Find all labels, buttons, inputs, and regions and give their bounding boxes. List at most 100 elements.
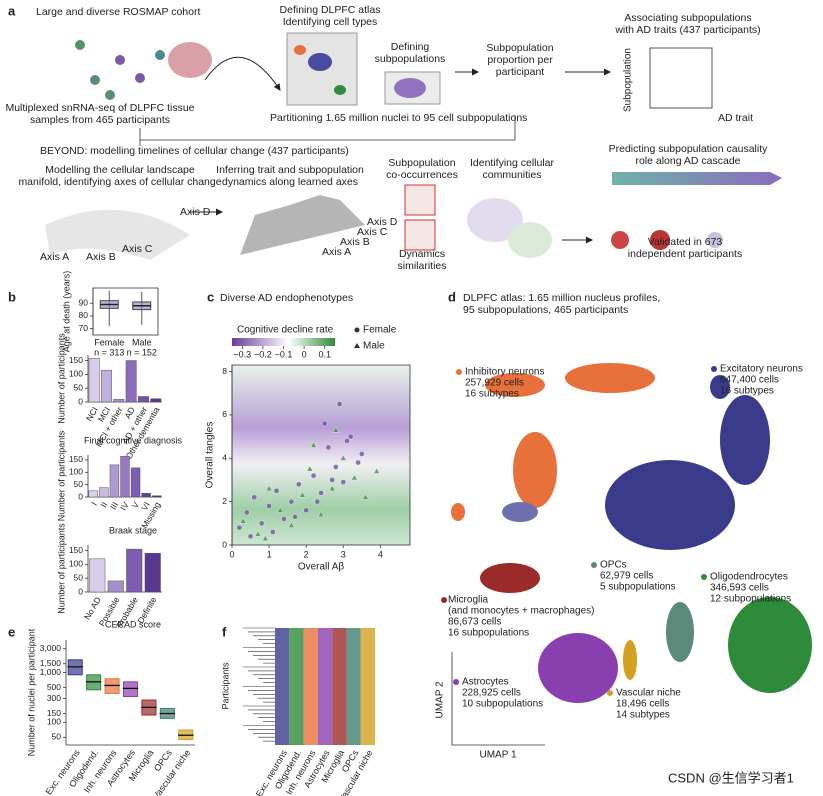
label: Identifying cellular: [470, 157, 555, 169]
point: [281, 516, 287, 522]
point: [254, 530, 262, 537]
y-tick-label: 150: [47, 708, 61, 718]
arrow: [204, 56, 281, 91]
bar: [150, 398, 162, 403]
legend-dot: [607, 690, 613, 696]
cascade-arrow: [612, 172, 782, 185]
bar: [125, 360, 137, 403]
y-axis-label: Number of participants: [56, 430, 66, 521]
x-tick-label: 0: [229, 549, 234, 559]
y-tick-label: 90: [79, 297, 89, 307]
cluster-label: 5 subpopulations: [600, 582, 676, 593]
point: [266, 503, 272, 509]
label: Axis A: [322, 246, 351, 258]
y-axis-label: Number of participants: [56, 523, 66, 614]
bar: [130, 467, 141, 498]
point: [247, 533, 254, 540]
cluster-label: Excitatory neurons: [720, 364, 803, 375]
label: Dynamics: [399, 248, 445, 260]
label: samples from 465 participants: [30, 114, 170, 126]
similar-matrix: [404, 219, 436, 251]
x-tick-label: 3: [341, 549, 346, 559]
point: [310, 472, 317, 479]
plot-frame: [92, 287, 159, 336]
dynamics: [240, 195, 365, 255]
cluster-label: 14 subtypes: [616, 710, 670, 721]
y-tick-label: 100: [69, 467, 83, 477]
panel-label: b: [8, 289, 16, 304]
cluster-label: 257,929 cells: [465, 378, 524, 389]
label: role along AD cascade: [635, 155, 740, 167]
legend-dot: [711, 366, 717, 372]
label: UMAP 1: [479, 750, 516, 761]
cluster-label: 18,496 cells: [616, 699, 669, 710]
legend-dot: [453, 679, 459, 685]
cluster-label: 228,925 cells: [462, 688, 521, 699]
point: [287, 521, 295, 528]
label: Validated in 673: [648, 236, 723, 248]
label: manifold, identifying axes of cellular c…: [18, 176, 221, 188]
x-tick-label: 2: [304, 549, 309, 559]
label: Partitioning 1.65 million nuclei to 95 c…: [270, 112, 527, 124]
panel-label: f: [222, 624, 227, 639]
bracket: [139, 115, 516, 146]
point: [347, 433, 354, 440]
y-tick-label: 300: [47, 693, 61, 703]
label: co-occurrences: [386, 169, 458, 181]
cluster-label: 12 subpopulations: [710, 594, 791, 605]
x-tick-label: III: [108, 500, 120, 511]
point: [362, 493, 369, 500]
bar: [120, 455, 130, 498]
bar: [101, 369, 112, 403]
x-axis-label: CERAD score: [105, 619, 161, 629]
x-tick-label: Female: [94, 337, 124, 347]
box: [122, 681, 139, 697]
heatmap-column: [332, 628, 347, 745]
cluster-label: 16 subtypes: [465, 389, 519, 400]
label: 95 subpopulations, 465 participants: [463, 304, 628, 316]
point: [299, 491, 306, 498]
cluster-label: 16 subpopulations: [448, 628, 529, 639]
label: AD trait: [718, 112, 753, 124]
point: [265, 485, 273, 492]
cluster-label: (and monocytes + macrophages): [448, 606, 594, 617]
colorbar: [232, 338, 335, 346]
subtitle: n = 152: [127, 347, 157, 357]
y-tick-label: 3,000: [40, 643, 62, 653]
heatmap-column: [360, 628, 375, 745]
chart-title: Diverse AD endophenotypes: [220, 292, 353, 304]
y-tick-label: 50: [74, 572, 84, 582]
colorbar-tick-label: −0.2: [254, 349, 272, 359]
point: [303, 507, 309, 514]
colorbar-tick-label: −0.3: [233, 349, 251, 359]
y-tick-label: 100: [69, 559, 83, 569]
point: [340, 479, 347, 485]
colorbar-title: Cognitive decline rate: [237, 325, 334, 336]
label: Predicting subpopulation causality: [609, 143, 769, 155]
y-tick-label: 8: [222, 366, 227, 376]
trait-grid: [649, 47, 713, 109]
label: Axis A: [40, 251, 69, 263]
heatmap-column: [275, 628, 290, 745]
cluster-label: OPCs: [600, 560, 627, 571]
point: [244, 509, 250, 516]
x-tick-label: Male: [132, 337, 152, 347]
point: [325, 444, 332, 451]
y-axis-label: Number of participants: [56, 333, 66, 424]
label: Inferring trait and subpopulation: [216, 164, 364, 176]
x-tick-label: 4: [378, 549, 383, 559]
point: [373, 467, 380, 474]
point: [328, 485, 336, 492]
community: [467, 198, 523, 242]
legend-label: Male: [363, 341, 385, 352]
bar: [152, 495, 162, 498]
x-tick-label: VI: [139, 500, 152, 512]
y-tick-label: 6: [222, 409, 227, 419]
bar: [88, 490, 98, 498]
watermark: CSDN @生信学习者1: [668, 770, 794, 785]
point: [318, 490, 324, 496]
subtitle: n = 313: [94, 347, 124, 357]
point: [336, 401, 343, 407]
x-axis-label: Overall Aβ: [298, 562, 345, 573]
